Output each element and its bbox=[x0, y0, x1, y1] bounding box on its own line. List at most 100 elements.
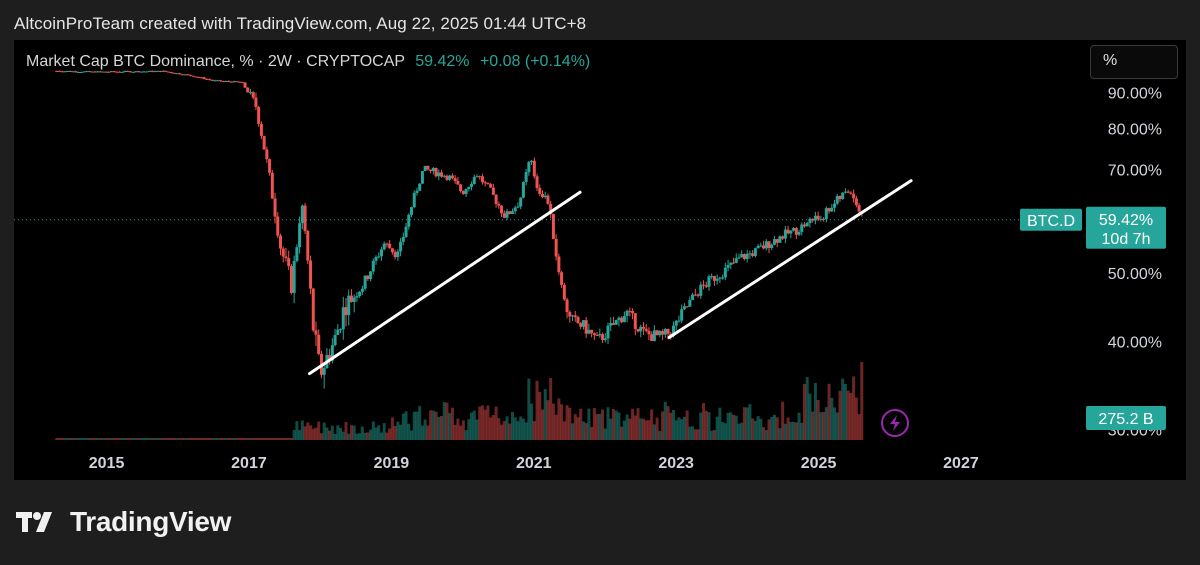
tradingview-logo-icon bbox=[16, 512, 52, 532]
candle-body bbox=[824, 208, 828, 220]
volume-bar bbox=[576, 417, 580, 440]
percent-scale-button[interactable]: % bbox=[1090, 45, 1178, 79]
candle-body bbox=[614, 320, 618, 325]
candle-body bbox=[734, 258, 738, 263]
candle-body bbox=[55, 70, 59, 72]
candle-body bbox=[352, 297, 356, 302]
candle-body bbox=[227, 81, 231, 83]
candle-body bbox=[712, 276, 716, 281]
candle-body bbox=[764, 241, 768, 249]
candle-body bbox=[423, 165, 427, 172]
volume-bar bbox=[418, 406, 422, 440]
volume-bar bbox=[491, 415, 495, 440]
candle-body bbox=[276, 216, 280, 236]
candle-body bbox=[491, 187, 495, 195]
candle-body bbox=[546, 195, 550, 204]
candle-body bbox=[388, 243, 392, 249]
candle-body bbox=[767, 241, 771, 249]
candle-body bbox=[516, 206, 520, 208]
candle-body bbox=[674, 320, 678, 326]
candle-body bbox=[216, 80, 220, 82]
volume-bar bbox=[472, 410, 476, 440]
candle-body bbox=[513, 207, 517, 212]
candle-body bbox=[180, 74, 184, 76]
volume-bar bbox=[104, 438, 108, 440]
volume-bar bbox=[644, 420, 648, 440]
volume-bar bbox=[459, 425, 463, 440]
volume-bar bbox=[827, 383, 831, 440]
candle-body bbox=[827, 208, 831, 212]
volume-bar bbox=[723, 423, 727, 440]
candle-body bbox=[505, 211, 509, 218]
candle-body bbox=[658, 331, 662, 336]
candle-body bbox=[789, 230, 793, 234]
candle-body bbox=[412, 192, 416, 208]
candle-body bbox=[341, 307, 345, 330]
candle-body bbox=[797, 231, 801, 235]
volume-bar bbox=[521, 418, 525, 440]
candle-body bbox=[131, 71, 135, 73]
candle-body bbox=[167, 71, 171, 73]
candle-body bbox=[399, 241, 403, 252]
volume-bar bbox=[246, 438, 250, 440]
candle-body bbox=[123, 71, 127, 73]
candle-body bbox=[153, 71, 157, 73]
volume-bar bbox=[797, 412, 801, 440]
volume-bar bbox=[385, 432, 389, 440]
volume-badge bbox=[1086, 406, 1166, 430]
volume-bar bbox=[734, 415, 738, 440]
volume-bar bbox=[426, 425, 430, 440]
candle-body bbox=[445, 175, 449, 180]
volume-bar bbox=[109, 438, 113, 440]
volume-bar bbox=[374, 427, 378, 440]
x-tick-label: 2015 bbox=[89, 455, 125, 472]
candle-body bbox=[527, 162, 531, 173]
candle-body bbox=[265, 149, 269, 160]
volume-bar bbox=[494, 406, 498, 440]
volume-bar bbox=[248, 438, 252, 440]
candle-body bbox=[134, 71, 138, 73]
candle-body bbox=[306, 231, 310, 261]
volume-bar bbox=[778, 428, 782, 440]
lightning-icon[interactable] bbox=[881, 409, 909, 437]
volume-bar bbox=[663, 401, 667, 440]
candle-body bbox=[742, 254, 746, 260]
volume-bar bbox=[696, 429, 700, 440]
trendline bbox=[667, 179, 913, 339]
volume-bar bbox=[655, 417, 659, 440]
candle-body bbox=[609, 323, 613, 326]
candle-body bbox=[759, 245, 763, 247]
volume-bar bbox=[344, 422, 348, 440]
candle-body bbox=[494, 194, 498, 204]
volume-bar bbox=[112, 438, 116, 440]
volume-bar bbox=[751, 418, 755, 440]
volume-bar bbox=[158, 438, 162, 440]
volume-bar bbox=[622, 420, 626, 440]
volume-bar bbox=[691, 426, 695, 440]
volume-bar bbox=[60, 438, 64, 440]
volume-bar bbox=[838, 390, 842, 440]
volume-bar bbox=[590, 426, 594, 440]
volume-bar bbox=[349, 425, 353, 440]
candle-body bbox=[415, 190, 419, 193]
candle-body bbox=[718, 277, 722, 279]
candle-body bbox=[816, 215, 820, 220]
volume-bar bbox=[631, 408, 635, 440]
chart-canvas[interactable]: 90.00%80.00%70.00%50.00%40.00%30.00%2015… bbox=[14, 40, 1186, 480]
candle-body bbox=[150, 70, 154, 72]
candle-body bbox=[521, 182, 525, 198]
volume-bar bbox=[860, 362, 864, 440]
candle-body bbox=[622, 315, 626, 323]
price-layer bbox=[55, 70, 864, 389]
volume-bar bbox=[420, 425, 424, 440]
chart-panel[interactable] bbox=[14, 40, 1186, 480]
candle-body bbox=[448, 175, 452, 180]
volume-bar bbox=[748, 404, 752, 440]
candle-body bbox=[497, 203, 501, 206]
volume-bar bbox=[592, 408, 596, 440]
candle-body bbox=[661, 331, 665, 335]
volume-bar bbox=[186, 438, 190, 440]
candle-body bbox=[74, 71, 78, 73]
candle-body bbox=[562, 284, 566, 300]
volume-bar bbox=[770, 417, 774, 440]
